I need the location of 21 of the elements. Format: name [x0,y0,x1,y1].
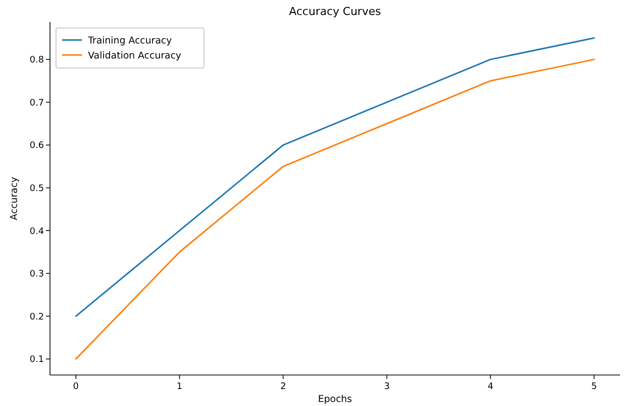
y-tick-label: 0.1 [30,355,44,366]
y-tick-label: 0.2 [30,312,44,322]
legend-label: Training Accuracy [87,36,172,46]
line-series [75,37,595,317]
y-tick-label: 0.5 [30,184,44,194]
x-tick-label: 0 [73,382,80,392]
y-tick-label: 0.4 [30,226,44,237]
legend-label: Validation Accuracy [88,50,182,62]
chart-title: Accuracy Curves [289,5,382,18]
x-axis-title: Epochs [318,394,352,405]
y-axis-title: Accuracy [9,176,20,220]
x-tick-label: 1 [176,382,182,392]
x-tick-label: 5 [591,382,597,392]
x-tick-label: 3 [384,382,390,392]
x-tick-label: 4 [488,382,494,392]
line-series [75,58,595,360]
x-tick-label: 2 [280,382,286,392]
y-tick-label: 0.8 [30,56,44,66]
y-tick-label: 0.3 [30,270,44,280]
y-tick-label: 0.6 [30,141,44,152]
y-tick-label: 0.7 [30,98,44,108]
